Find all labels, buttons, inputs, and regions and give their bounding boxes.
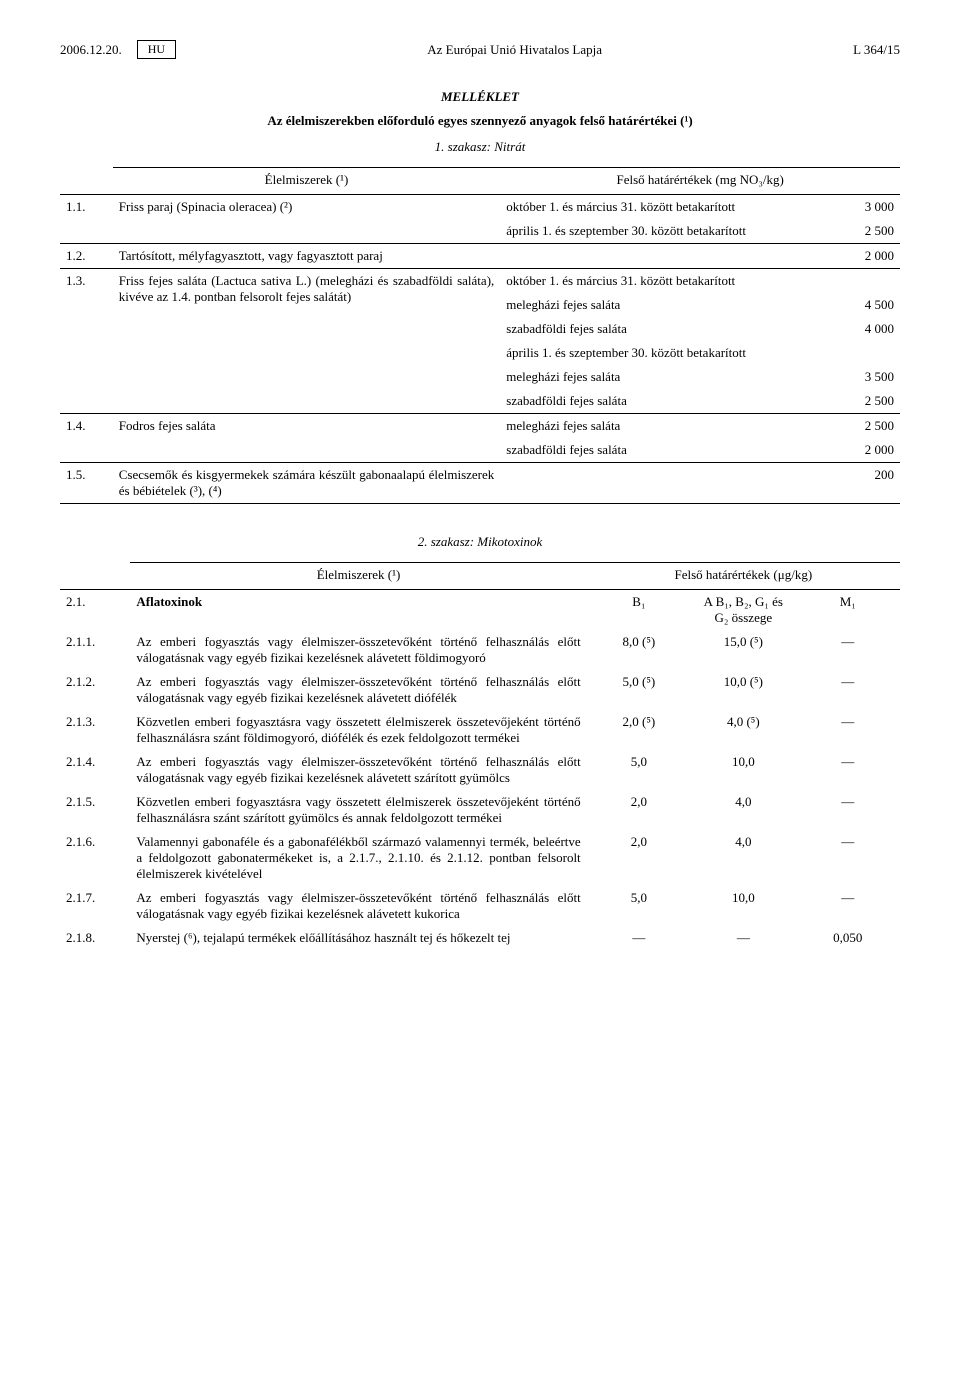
t1-hdr-food: Élelmiszerek (¹) (113, 168, 501, 195)
t1-row-detail: április 1. és szeptember 30. között beta… (500, 341, 827, 365)
t2-row-v3: — (796, 886, 900, 926)
t2-row-food: Valamennyi gabonaféle és a gabonafélékbő… (130, 830, 586, 886)
t1-row-value: 2 500 (827, 414, 900, 439)
t2-row-v3: — (796, 790, 900, 830)
t1-row-detail: melegházi fejes saláta (500, 293, 827, 317)
annex-title: MELLÉKLET (60, 89, 900, 105)
t2-row-v2: 4,0 (691, 830, 795, 886)
t2-head-v3: M₁ (796, 590, 900, 631)
t2-row-v2: 4,0 (⁵) (691, 710, 795, 750)
t1-row-detail: október 1. és március 31. között betakar… (500, 195, 827, 220)
t1-row-value: 3 000 (827, 195, 900, 220)
annex-subtitle: Az élelmiszerekben előforduló egyes szen… (60, 113, 900, 129)
t2-row-v1: 8,0 (⁵) (587, 630, 691, 670)
t1-row-value (827, 269, 900, 294)
t1-row-value: 4 000 (827, 317, 900, 341)
t2-row-v1: 2,0 (587, 790, 691, 830)
t1-row-detail (500, 463, 827, 504)
t2-row-food: Közvetlen emberi fogyasztásra vagy össze… (130, 790, 586, 830)
t2-hdr-food: Élelmiszerek (¹) (130, 563, 586, 590)
t2-row-v2: 15,0 (⁵) (691, 630, 795, 670)
running-header: 2006.12.20. HU Az Európai Unió Hivatalos… (60, 40, 900, 59)
t2-row-food: Az emberi fogyasztás vagy élelmiszer-öss… (130, 630, 586, 670)
t2-row-v1: 2,0 (⁵) (587, 710, 691, 750)
t2-row-num: 2.1.6. (60, 830, 130, 886)
t1-row-food: Friss fejes saláta (Lactuca sativa L.) (… (113, 269, 501, 414)
t1-row-value: 2 500 (827, 389, 900, 413)
t1-row-detail: melegházi fejes saláta (500, 365, 827, 389)
t2-row-num: 2.1.7. (60, 886, 130, 926)
t2-hdr-limits: Felső határértékek (μg/kg) (587, 563, 900, 590)
t2-row-num: 2.1.2. (60, 670, 130, 710)
t2-row-v3: — (796, 750, 900, 790)
t2-row-v1: 5,0 (587, 750, 691, 790)
t2-head-num: 2.1. (60, 590, 130, 631)
t2-row-v2: 10,0 (⁵) (691, 670, 795, 710)
t1-row-detail (500, 244, 827, 269)
t1-row-detail: október 1. és március 31. között betakar… (500, 269, 827, 294)
t2-row-v2: 4,0 (691, 790, 795, 830)
t2-row-v1: 5,0 (587, 886, 691, 926)
t2-row-num: 2.1.8. (60, 926, 130, 950)
t2-row-v3: — (796, 830, 900, 886)
t2-row-v2: 10,0 (691, 886, 795, 926)
t1-row-num: 1.2. (60, 244, 113, 269)
t2-row-num: 2.1.3. (60, 710, 130, 750)
t1-row-detail: szabadföldi fejes saláta (500, 317, 827, 341)
t1-row-detail: szabadföldi fejes saláta (500, 389, 827, 413)
t2-row-v1: 2,0 (587, 830, 691, 886)
t1-row-food: Friss paraj (Spinacia oleracea) (²) (113, 195, 501, 244)
t1-row-food: Csecsemők és kisgyermekek számára készül… (113, 463, 501, 504)
t2-row-num: 2.1.1. (60, 630, 130, 670)
header-page: L 364/15 (853, 42, 900, 58)
t1-row-value: 2 000 (827, 244, 900, 269)
t2-row-food: Az emberi fogyasztás vagy élelmiszer-öss… (130, 750, 586, 790)
table-mycotoxins: Élelmiszerek (¹) Felső határértékek (μg/… (60, 562, 900, 950)
t2-row-food: Az emberi fogyasztás vagy élelmiszer-öss… (130, 886, 586, 926)
t2-row-v3: — (796, 670, 900, 710)
t2-row-v3: — (796, 630, 900, 670)
t1-row-value: 2 500 (827, 219, 900, 243)
t1-row-num: 1.4. (60, 414, 113, 463)
t2-row-v1: — (587, 926, 691, 950)
t2-row-num: 2.1.4. (60, 750, 130, 790)
t1-row-value: 3 500 (827, 365, 900, 389)
t1-row-value: 4 500 (827, 293, 900, 317)
table-nitrate: Élelmiszerek (¹) Felső határértékek (mg … (60, 167, 900, 504)
section-1-title: 1. szakasz: Nitrát (60, 139, 900, 155)
t2-head-v2: A B₁, B₂, G₁ és G₂ összege (691, 590, 795, 631)
t2-row-v1: 5,0 (⁵) (587, 670, 691, 710)
t2-row-v2: — (691, 926, 795, 950)
header-date: 2006.12.20. (60, 42, 122, 58)
t1-hdr-limits: Felső határértékek (mg NO₃/kg) (500, 168, 900, 195)
t2-row-food: Nyerstej (⁶), tejalapú termékek előállít… (130, 926, 586, 950)
t1-row-detail: melegházi fejes saláta (500, 414, 827, 439)
section-2-title: 2. szakasz: Mikotoxinok (60, 534, 900, 550)
header-left: 2006.12.20. HU (60, 40, 176, 59)
t1-row-detail: szabadföldi fejes saláta (500, 438, 827, 462)
header-journal: Az Európai Unió Hivatalos Lapja (427, 42, 602, 58)
t1-row-num: 1.5. (60, 463, 113, 504)
t1-row-value: 2 000 (827, 438, 900, 462)
t2-head-v1: B₁ (587, 590, 691, 631)
t2-row-v2: 10,0 (691, 750, 795, 790)
t2-row-num: 2.1.5. (60, 790, 130, 830)
t1-row-value (827, 341, 900, 365)
t1-row-food: Fodros fejes saláta (113, 414, 501, 463)
t1-row-value: 200 (827, 463, 900, 504)
t1-row-num: 1.1. (60, 195, 113, 244)
t2-row-v3: 0,050 (796, 926, 900, 950)
t2-row-food: Az emberi fogyasztás vagy élelmiszer-öss… (130, 670, 586, 710)
t2-row-v3: — (796, 710, 900, 750)
t1-row-detail: április 1. és szeptember 30. között beta… (500, 219, 827, 243)
t1-row-num: 1.3. (60, 269, 113, 414)
header-lang: HU (137, 40, 176, 59)
t2-row-food: Közvetlen emberi fogyasztásra vagy össze… (130, 710, 586, 750)
t1-row-food: Tartósított, mélyfagyasztott, vagy fagya… (113, 244, 501, 269)
t2-head-food: Aflatoxinok (130, 590, 586, 631)
